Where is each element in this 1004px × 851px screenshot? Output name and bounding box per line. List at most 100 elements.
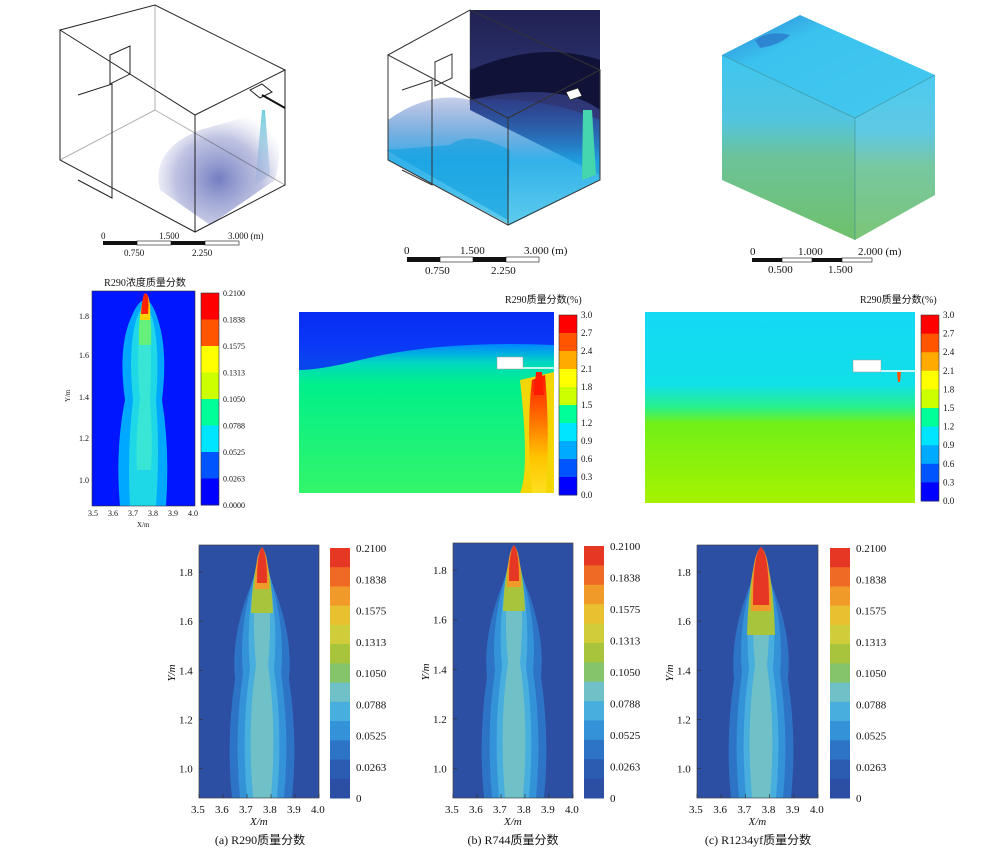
x-tick-label: 3.7 xyxy=(128,509,138,518)
scale-sublabel-0: 0.750 xyxy=(124,248,145,258)
colorbar-segment xyxy=(830,740,850,761)
colorbar-tick-label: 0.1838 xyxy=(356,574,387,586)
x-tick-label: 3.8 xyxy=(517,804,531,816)
colorbar-segment xyxy=(330,624,350,645)
x-tick-label: 3.5 xyxy=(445,804,459,816)
colorbar-segment xyxy=(559,351,577,370)
colorbar-tick-label: 0.1050 xyxy=(856,668,887,680)
colorbar-segment xyxy=(330,548,350,568)
colorbar-segment xyxy=(921,352,939,372)
y-tick-label: 1.8 xyxy=(677,567,691,579)
colorbar-tick-label: 0.0525 xyxy=(856,731,887,743)
colorbar-tick-label: 0.0263 xyxy=(610,762,641,774)
colorbar-segment xyxy=(201,425,219,453)
colorbar-frame xyxy=(200,292,220,506)
x-tick-label: 4.0 xyxy=(810,804,824,816)
colorbar-tick-label: 0.1313 xyxy=(610,636,641,648)
y-tick-label: 1.2 xyxy=(433,714,447,726)
plot-title: R290浓度质量分数 xyxy=(104,276,186,289)
x-tick-label: 3.9 xyxy=(287,804,301,816)
colorbar-tick-label: 0.6 xyxy=(581,454,593,464)
colorbar-tick-label: 0.0 xyxy=(943,496,955,506)
contour-plot-a: 1.8 1.6 1.4 1.2 1.0 3.5 3.6 3.7 3.8 3.9 4.0 X/m Y/m 0… xyxy=(166,543,387,847)
colorbar-segment xyxy=(921,408,939,428)
colorbar-tick-label: 0.0000 xyxy=(223,501,245,510)
left-xticks: 3.5 3.6 3.7 3.8 3.9 4.0 xyxy=(88,509,198,518)
contour-band xyxy=(509,545,519,581)
contour-band xyxy=(753,547,769,605)
colorbar-segment xyxy=(201,399,219,426)
colorbar-segment xyxy=(330,721,350,741)
colorbar-tick-label: 0.1575 xyxy=(356,606,387,618)
box3d-3: 0 1.000 2.000 (m) 0.500 1.500 xyxy=(721,15,936,276)
colorbar-segment xyxy=(584,584,604,605)
colorbar-segment xyxy=(330,701,350,722)
scale-sublabel-1: 2.250 xyxy=(491,265,516,277)
colorbar-tick-label: 0.0263 xyxy=(223,475,245,484)
x-tick-label: 4.0 xyxy=(565,804,579,816)
scale-label-0: 0 xyxy=(404,245,410,257)
colorbar-segment xyxy=(830,682,850,703)
x-axis-label: X/m xyxy=(137,521,150,529)
colorbar-segment xyxy=(921,315,939,335)
colorbar-tick-label: 1.2 xyxy=(581,418,592,428)
colorbar-segment xyxy=(584,565,604,586)
colorbar-segment xyxy=(584,701,604,721)
plot-frame xyxy=(198,544,320,799)
colorbar-segment xyxy=(559,369,577,388)
plot-frame xyxy=(696,544,819,799)
x-tick-label: 3.6 xyxy=(713,804,727,816)
colorbar-segment xyxy=(584,662,604,683)
x-tick-label: 3.7 xyxy=(239,804,253,816)
colorbar-segment xyxy=(330,740,350,761)
colorbar-tick-label: 2.4 xyxy=(943,347,955,357)
vent-unit-icon xyxy=(565,87,583,101)
scale-sublabel-1: 2.250 xyxy=(192,248,213,258)
contour-plot-c: 1.8 1.6 1.4 1.2 1.0 3.5 3.6 3.7 3.8 3.9 4.0 X/m Y/m 0… xyxy=(664,543,887,847)
colorbar-segment xyxy=(330,778,350,799)
y-tick-label: 1.4 xyxy=(79,393,89,402)
colorbar-tick-label: 1.2 xyxy=(943,422,954,432)
y-tick-label: 1.4 xyxy=(433,664,447,676)
colorbar-tick-label: 0.2100 xyxy=(223,289,245,298)
scale-bar-3: 0 1.000 2.000 (m) 0.500 1.500 xyxy=(750,246,902,276)
y-tick-label: 1.0 xyxy=(677,764,691,776)
colorbar-tick-label: 0.0788 xyxy=(610,699,641,711)
colorbar-tick-label: 0.1575 xyxy=(223,342,245,351)
y-tick-label: 1.2 xyxy=(79,434,89,443)
plot-title: R290质量分数(%) xyxy=(860,293,937,306)
colorbar-tick-label: 1.8 xyxy=(581,382,593,392)
colorbar-tick-label: 0.0525 xyxy=(610,730,641,742)
contour-plot-b: 1.8 1.6 1.4 1.2 1.0 3.5 3.6 3.7 3.8 3.9 4.0 X/m Y/m 0… xyxy=(420,541,641,847)
colorbar-right: 3.0 2.7 2.4 2.1 1.8 1.5 1.2 0.9 0.6 0.3 0.0 xyxy=(920,310,955,506)
colorbar-segment xyxy=(559,477,577,496)
colorbar-tick-label: 0 xyxy=(356,793,362,805)
colorbar-segment xyxy=(201,346,219,373)
vent-unit-icon xyxy=(249,83,286,109)
x-axis-label: X/m xyxy=(503,816,522,828)
colorbar-segment xyxy=(201,372,219,400)
colorbar-segment xyxy=(584,546,604,566)
panel-caption: (a) R290质量分数 xyxy=(215,832,305,847)
x-tick-label: 3.8 xyxy=(148,509,158,518)
colorbar-segment xyxy=(830,644,850,664)
colorbar-segment xyxy=(830,586,850,607)
colorbar-frame xyxy=(920,314,940,502)
colorbar-segment xyxy=(584,623,604,644)
x-tick-label: 3.5 xyxy=(88,509,98,518)
colorbar-tick-label: 0.1313 xyxy=(223,369,245,378)
x-tick-label: 4.0 xyxy=(311,804,325,816)
plot-title: R290质量分数(%) xyxy=(505,293,582,306)
colorbar-tick-label: 0.1313 xyxy=(856,637,887,649)
colorbar-segment xyxy=(330,663,350,684)
contour-band xyxy=(502,551,526,798)
y-tick-label: 1.2 xyxy=(677,714,691,726)
panel-caption: (b) R744质量分数 xyxy=(468,832,559,847)
colorbar-segment xyxy=(559,459,577,478)
colorbar-tick-label: 0.3 xyxy=(943,477,955,487)
colorbar-segment xyxy=(559,423,577,442)
box3d-2: 0 1.500 3.000 (m) 0.750 2.250 xyxy=(386,9,602,277)
colorbar-segment xyxy=(830,701,850,722)
colorbar-tick-label: 1.5 xyxy=(581,400,593,410)
colorbar-tick-label: 0.6 xyxy=(943,459,955,469)
